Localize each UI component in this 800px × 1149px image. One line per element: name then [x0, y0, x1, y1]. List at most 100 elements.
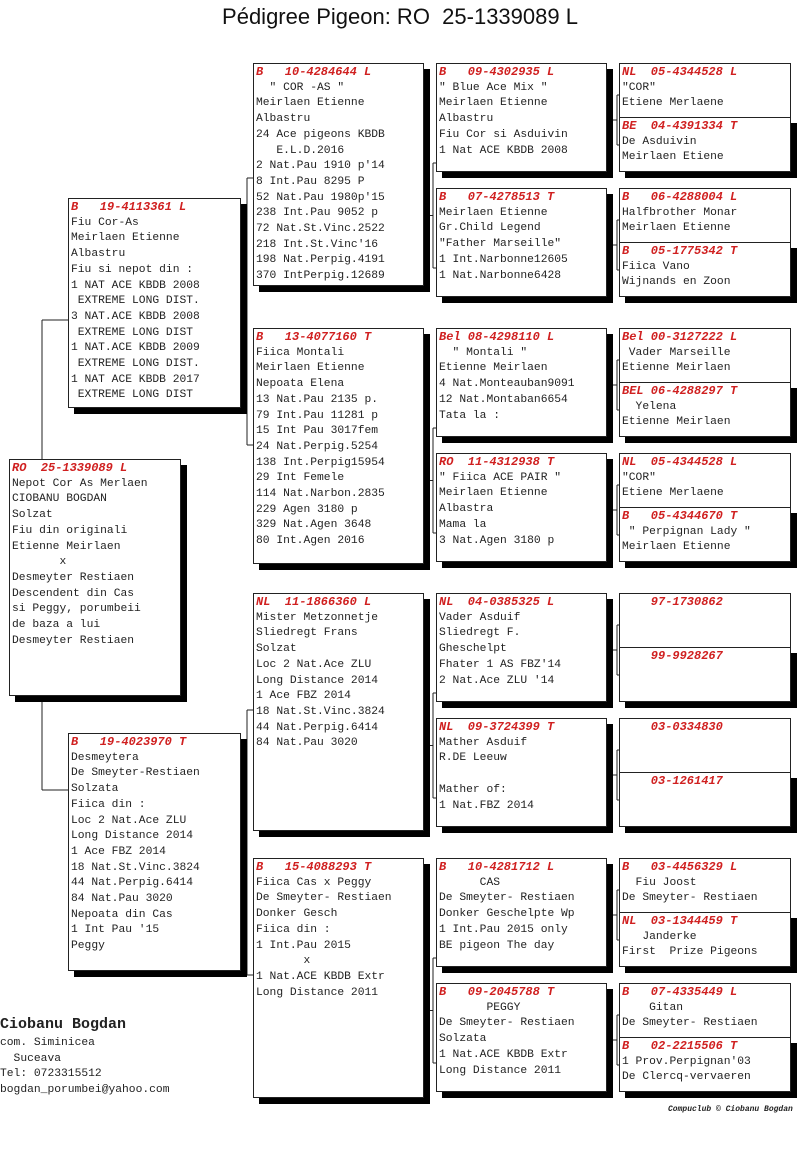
pigeon-info-line: Fiu Cor-As	[71, 216, 139, 229]
pigeon-info-line: Nepot Cor As Merlaen	[12, 477, 148, 490]
pigeon-info-line: 18 Nat.St.Vinc.3824	[256, 705, 385, 718]
pigeon-info-line: Peggy	[71, 940, 105, 953]
pigeon-info-line: Vader Marseille	[622, 346, 731, 359]
pigeon-info-line: De Smeyter- Restiaen	[256, 892, 392, 905]
pigeon-info-line: Yelena	[622, 400, 677, 413]
ring-number: BEL 06-4288297 T	[622, 384, 738, 398]
pigeon-info-line: De Asduivin	[622, 135, 697, 148]
pigeon-info-line: Fiica din :	[71, 798, 146, 811]
pigeon-info-line: Mather Asduif	[439, 736, 528, 749]
pigeon-info-line: 8 Int.Pau 8295 P	[256, 175, 365, 188]
pigeon-info-line: 2 Nat.Ace ZLU '14	[439, 674, 555, 687]
pigeon-info-line: 84 Nat.Pau 3020	[256, 737, 358, 750]
pigeon-info-line: Nepoata Elena	[256, 378, 345, 391]
pigeon-info-line: " Montali "	[439, 346, 528, 359]
pigeon-info-line: 1 NAT ACE KBDB 2017	[71, 373, 200, 386]
pigeon-info-line: 114 Nat.Narbon.2835	[256, 488, 385, 501]
gen5-ancestor-card: B 05-4344670 T " Perpignan Lady " Meirlae…	[619, 507, 791, 562]
pigeon-info-line: Mather of:	[439, 783, 507, 796]
pigeon-info-line: " Fiica ACE PAIR "	[439, 471, 562, 484]
pigeon-info-line: Gitan	[622, 1001, 684, 1014]
gen5-ancestor-card: B 06-4288004 L Halfbrother Monar Meirlaen …	[619, 188, 791, 243]
pigeon-info-line: Meirlaen Etienne	[622, 541, 731, 554]
gen5-ancestor-card: NL 03-1344459 T Janderke First Prize Pige…	[619, 912, 791, 967]
pigeon-info-line: 13 Nat.Pau 2135 p.	[256, 393, 379, 406]
ring-number: NL 03-1344459 T	[622, 914, 738, 928]
pigeon-info-line: EXTREME LONG DIST.	[71, 358, 200, 371]
pigeon-info-line: Meirlaen Etienne	[439, 487, 548, 500]
breeder-name: Ciobanu Bogdan	[0, 1016, 127, 1033]
pigeon-info-line: 1 Ace FBZ 2014	[256, 690, 351, 703]
gen5-ancestor-card: 03-1261417	[619, 772, 791, 827]
ring-number: B 15-4088293 T	[256, 860, 372, 874]
ring-number: Bel 00-3127222 L	[622, 330, 738, 344]
ring-number: B 19-4113361 L	[71, 200, 187, 214]
subject-pigeon-card: RO 25-1339089 L Nepot Cor As Merlaen CIOBA…	[9, 459, 181, 696]
grandparent-card: NL 11-1866360 L Mister Metzonnetje Sliedre…	[253, 593, 424, 831]
ring-number: RO 11-4312938 T	[439, 455, 555, 469]
pigeon-info-line: Long Distance 2014	[256, 674, 379, 687]
copyright: Compuclub © Ciobanu Bogdan	[668, 1105, 793, 1114]
pigeon-info-line: x	[256, 955, 311, 968]
pigeon-info-line: Fiica din :	[256, 923, 331, 936]
great-grandparent-card: NL 09-3724399 T Mather Asduif R.DE Leeuw M…	[436, 718, 607, 827]
pigeon-info-line: Etienne Meirlaen	[622, 362, 731, 375]
pigeon-info-line: Etiene Merlaene	[622, 487, 724, 500]
pigeon-info-line: Gr.Child Legend	[439, 222, 541, 235]
great-grandparent-card: Bel 08-4298110 L " Montali " Etienne Meir…	[436, 328, 607, 437]
pigeon-info-line: Long Distance 2014	[71, 830, 194, 843]
pigeon-info-line: 24 Ace pigeons KBDB	[256, 128, 385, 141]
pigeon-info-line: Albastra	[439, 503, 494, 516]
pigeon-info-line: 44 Nat.Perpig.6414	[256, 721, 379, 734]
ring-number: RO 25-1339089 L	[12, 461, 128, 475]
pigeon-info-line: Albastru	[439, 113, 494, 126]
pigeon-info-line: de baza a lui	[12, 619, 101, 632]
pigeon-info-line: si Peggy, porumbeii	[12, 603, 141, 616]
pigeon-info-line: De Smeyter-Restiaen	[71, 767, 200, 780]
ring-number: 97-1730862	[622, 595, 723, 609]
grandparent-card: B 15-4088293 T Fiica Cas x Peggy De Smeyte…	[253, 858, 424, 1098]
pigeon-info-line: "Father Marseille"	[439, 238, 562, 251]
pigeon-info-line: Janderke	[622, 930, 697, 943]
pigeon-info-line: Sliedregt Frans	[256, 627, 358, 640]
pigeon-info-line: CIOBANU BOGDAN	[12, 493, 107, 506]
gen5-ancestor-card: NL 05-4344528 L "COR" Etiene Merlaene	[619, 63, 791, 118]
pigeon-info-line: Gheschelpt	[439, 643, 507, 656]
ring-number: NL 09-3724399 T	[439, 720, 555, 734]
pigeon-info-line: Loc 2 Nat.Ace ZLU	[256, 658, 372, 671]
pigeon-info-line: Fiica Montali	[256, 346, 345, 359]
pigeon-info-line: Descendent din Cas	[12, 587, 135, 600]
pigeon-info-line: 12 Nat.Montaban6654	[439, 393, 568, 406]
pigeon-info-line: Solzat	[256, 643, 297, 656]
pigeon-info-line: 2 Nat.Pau 1910 p'14	[256, 160, 385, 173]
ring-number: 99-9928267	[622, 649, 723, 663]
pigeon-info-line: Fiu Joost	[622, 876, 697, 889]
gen5-ancestor-card: NL 05-4344528 L "COR" Etiene Merlaene	[619, 453, 791, 508]
ring-number: 03-1261417	[622, 774, 723, 788]
pigeon-info-line: Donker Geschelpte Wp	[439, 908, 575, 921]
ring-number: BE 04-4391334 T	[622, 119, 738, 133]
pigeon-info-line: "COR"	[622, 471, 656, 484]
ring-number: B 09-4302935 L	[439, 65, 555, 79]
pigeon-info-line: Solzata	[71, 783, 119, 796]
pigeon-info-line: 1 Nat.ACE KBDB Extr	[256, 970, 385, 983]
gen5-ancestor-card: 03-0334830	[619, 718, 791, 773]
ring-number: NL 05-4344528 L	[622, 455, 738, 469]
pigeon-info-line: Meirlaen Etiene	[622, 151, 724, 164]
pigeon-info-line: 329 Nat.Agen 3648	[256, 519, 372, 532]
pigeon-info-line: 1 Nat.FBZ 2014	[439, 799, 534, 812]
pigeon-info-line: 15 Int Pau 3017fem	[256, 425, 379, 438]
pigeon-info-line: Albastru	[71, 248, 126, 261]
pigeon-info-line: Fiica Vano	[622, 260, 690, 273]
grandparent-card: B 10-4284644 L " COR -AS " Meirlaen Etien…	[253, 63, 424, 286]
pigeon-info-line: De Smeyter- Restiaen	[439, 892, 575, 905]
pigeon-info-line: Halfbrother Monar	[622, 206, 738, 219]
pigeon-info-line: Desmeyter Restiaen	[12, 571, 135, 584]
pigeon-info-line: 72 Nat.St.Vinc.2522	[256, 223, 385, 236]
pigeon-info-line: "COR"	[622, 81, 656, 94]
pigeon-info-line: Sliedregt F.	[439, 627, 521, 640]
ring-number: B 05-4344670 T	[622, 509, 738, 523]
dam-card: B 19-4023970 T Desmeytera De Smeyter-Resti…	[68, 733, 241, 971]
ring-number: B 10-4284644 L	[256, 65, 372, 79]
